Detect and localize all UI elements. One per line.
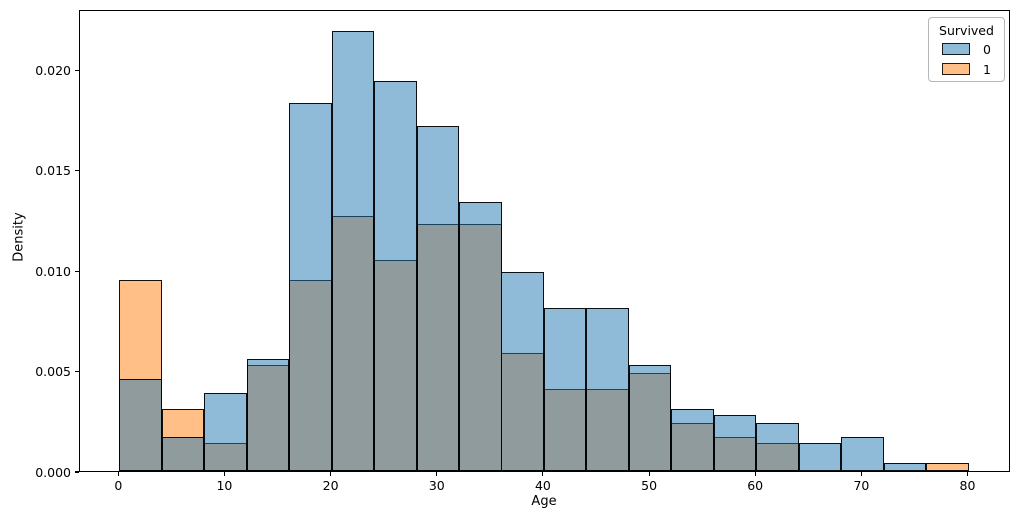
y-axis-label: Density bbox=[11, 212, 27, 262]
x-tick-label-80: 80 bbox=[959, 478, 976, 493]
y-tick-mark-0.015 bbox=[74, 170, 79, 172]
y-tick-mark-0.000 bbox=[74, 471, 79, 473]
histogram-bar-survived0-bin-18 bbox=[883, 463, 927, 471]
x-tick-label-10: 10 bbox=[216, 478, 233, 493]
x-tick-mark-80 bbox=[966, 472, 969, 476]
x-tick-label-0: 0 bbox=[114, 478, 123, 493]
histogram-bar-survived0-bin-0 bbox=[119, 378, 162, 471]
histogram-bar-survived0-bin-8 bbox=[459, 201, 502, 471]
legend-entry-0: 0 bbox=[929, 39, 1004, 59]
x-tick-mark-0 bbox=[117, 472, 119, 476]
histogram-bar-survived0-bin-4 bbox=[289, 103, 332, 471]
histogram-bar-survived0-bin-5 bbox=[331, 31, 375, 471]
histogram-bar-survived0-bin-12 bbox=[628, 364, 672, 471]
legend-swatch-icon-0 bbox=[942, 43, 970, 55]
histogram-bar-survived0-bin-3 bbox=[246, 358, 290, 471]
x-tick-mark-50 bbox=[648, 472, 650, 476]
x-tick-label-60: 60 bbox=[747, 478, 764, 493]
x-tick-mark-70 bbox=[860, 472, 862, 476]
y-tick-label-0.015: 0.015 bbox=[35, 163, 71, 179]
histogram-bar-survived1-bin-19 bbox=[926, 463, 969, 471]
histogram-bar-survived0-bin-9 bbox=[501, 272, 544, 471]
x-tick-mark-40 bbox=[542, 472, 544, 476]
x-tick-label-40: 40 bbox=[534, 478, 551, 493]
y-tick-label-0.010: 0.010 bbox=[35, 263, 71, 279]
legend-title: Survived bbox=[939, 23, 994, 38]
histogram-bar-survived0-bin-14 bbox=[713, 414, 757, 471]
histogram-bar-survived0-bin-1 bbox=[161, 436, 205, 471]
histogram-bar-survived0-bin-6 bbox=[374, 81, 417, 471]
legend-entry-1: 1 bbox=[929, 59, 1004, 79]
legend-label-0: 0 bbox=[983, 41, 991, 57]
histogram-bar-survived0-bin-7 bbox=[416, 125, 459, 471]
y-tick-mark-0.005 bbox=[74, 371, 79, 373]
histogram-bar-survived0-bin-15 bbox=[756, 422, 799, 471]
legend-label-1: 1 bbox=[983, 61, 991, 77]
y-tick-label-0.020: 0.020 bbox=[35, 62, 71, 78]
y-tick-mark-0.010 bbox=[74, 270, 79, 272]
histogram-bar-survived0-bin-11 bbox=[586, 308, 629, 471]
x-tick-mark-30 bbox=[436, 472, 438, 476]
plot-area bbox=[79, 10, 1010, 472]
x-axis-label: Age bbox=[531, 494, 557, 509]
y-tick-label-0.005: 0.005 bbox=[35, 364, 71, 380]
x-tick-label-50: 50 bbox=[641, 478, 658, 493]
x-tick-mark-20 bbox=[330, 472, 332, 476]
y-tick-label-0.000: 0.000 bbox=[35, 464, 71, 480]
x-tick-label-70: 70 bbox=[853, 478, 870, 493]
histogram-bar-survived0-bin-2 bbox=[204, 392, 247, 471]
histogram-bar-survived0-bin-13 bbox=[671, 408, 714, 471]
x-tick-label-30: 30 bbox=[428, 478, 445, 493]
x-tick-mark-60 bbox=[754, 472, 756, 476]
legend-swatch-icon-1 bbox=[942, 63, 970, 75]
x-tick-label-20: 20 bbox=[322, 478, 339, 493]
x-tick-mark-10 bbox=[223, 472, 225, 476]
histogram-bar-survived0-bin-16 bbox=[798, 442, 842, 471]
histogram-bar-survived0-bin-17 bbox=[841, 436, 884, 471]
y-tick-mark-0.020 bbox=[74, 69, 79, 71]
histogram-bar-survived0-bin-10 bbox=[543, 308, 587, 471]
